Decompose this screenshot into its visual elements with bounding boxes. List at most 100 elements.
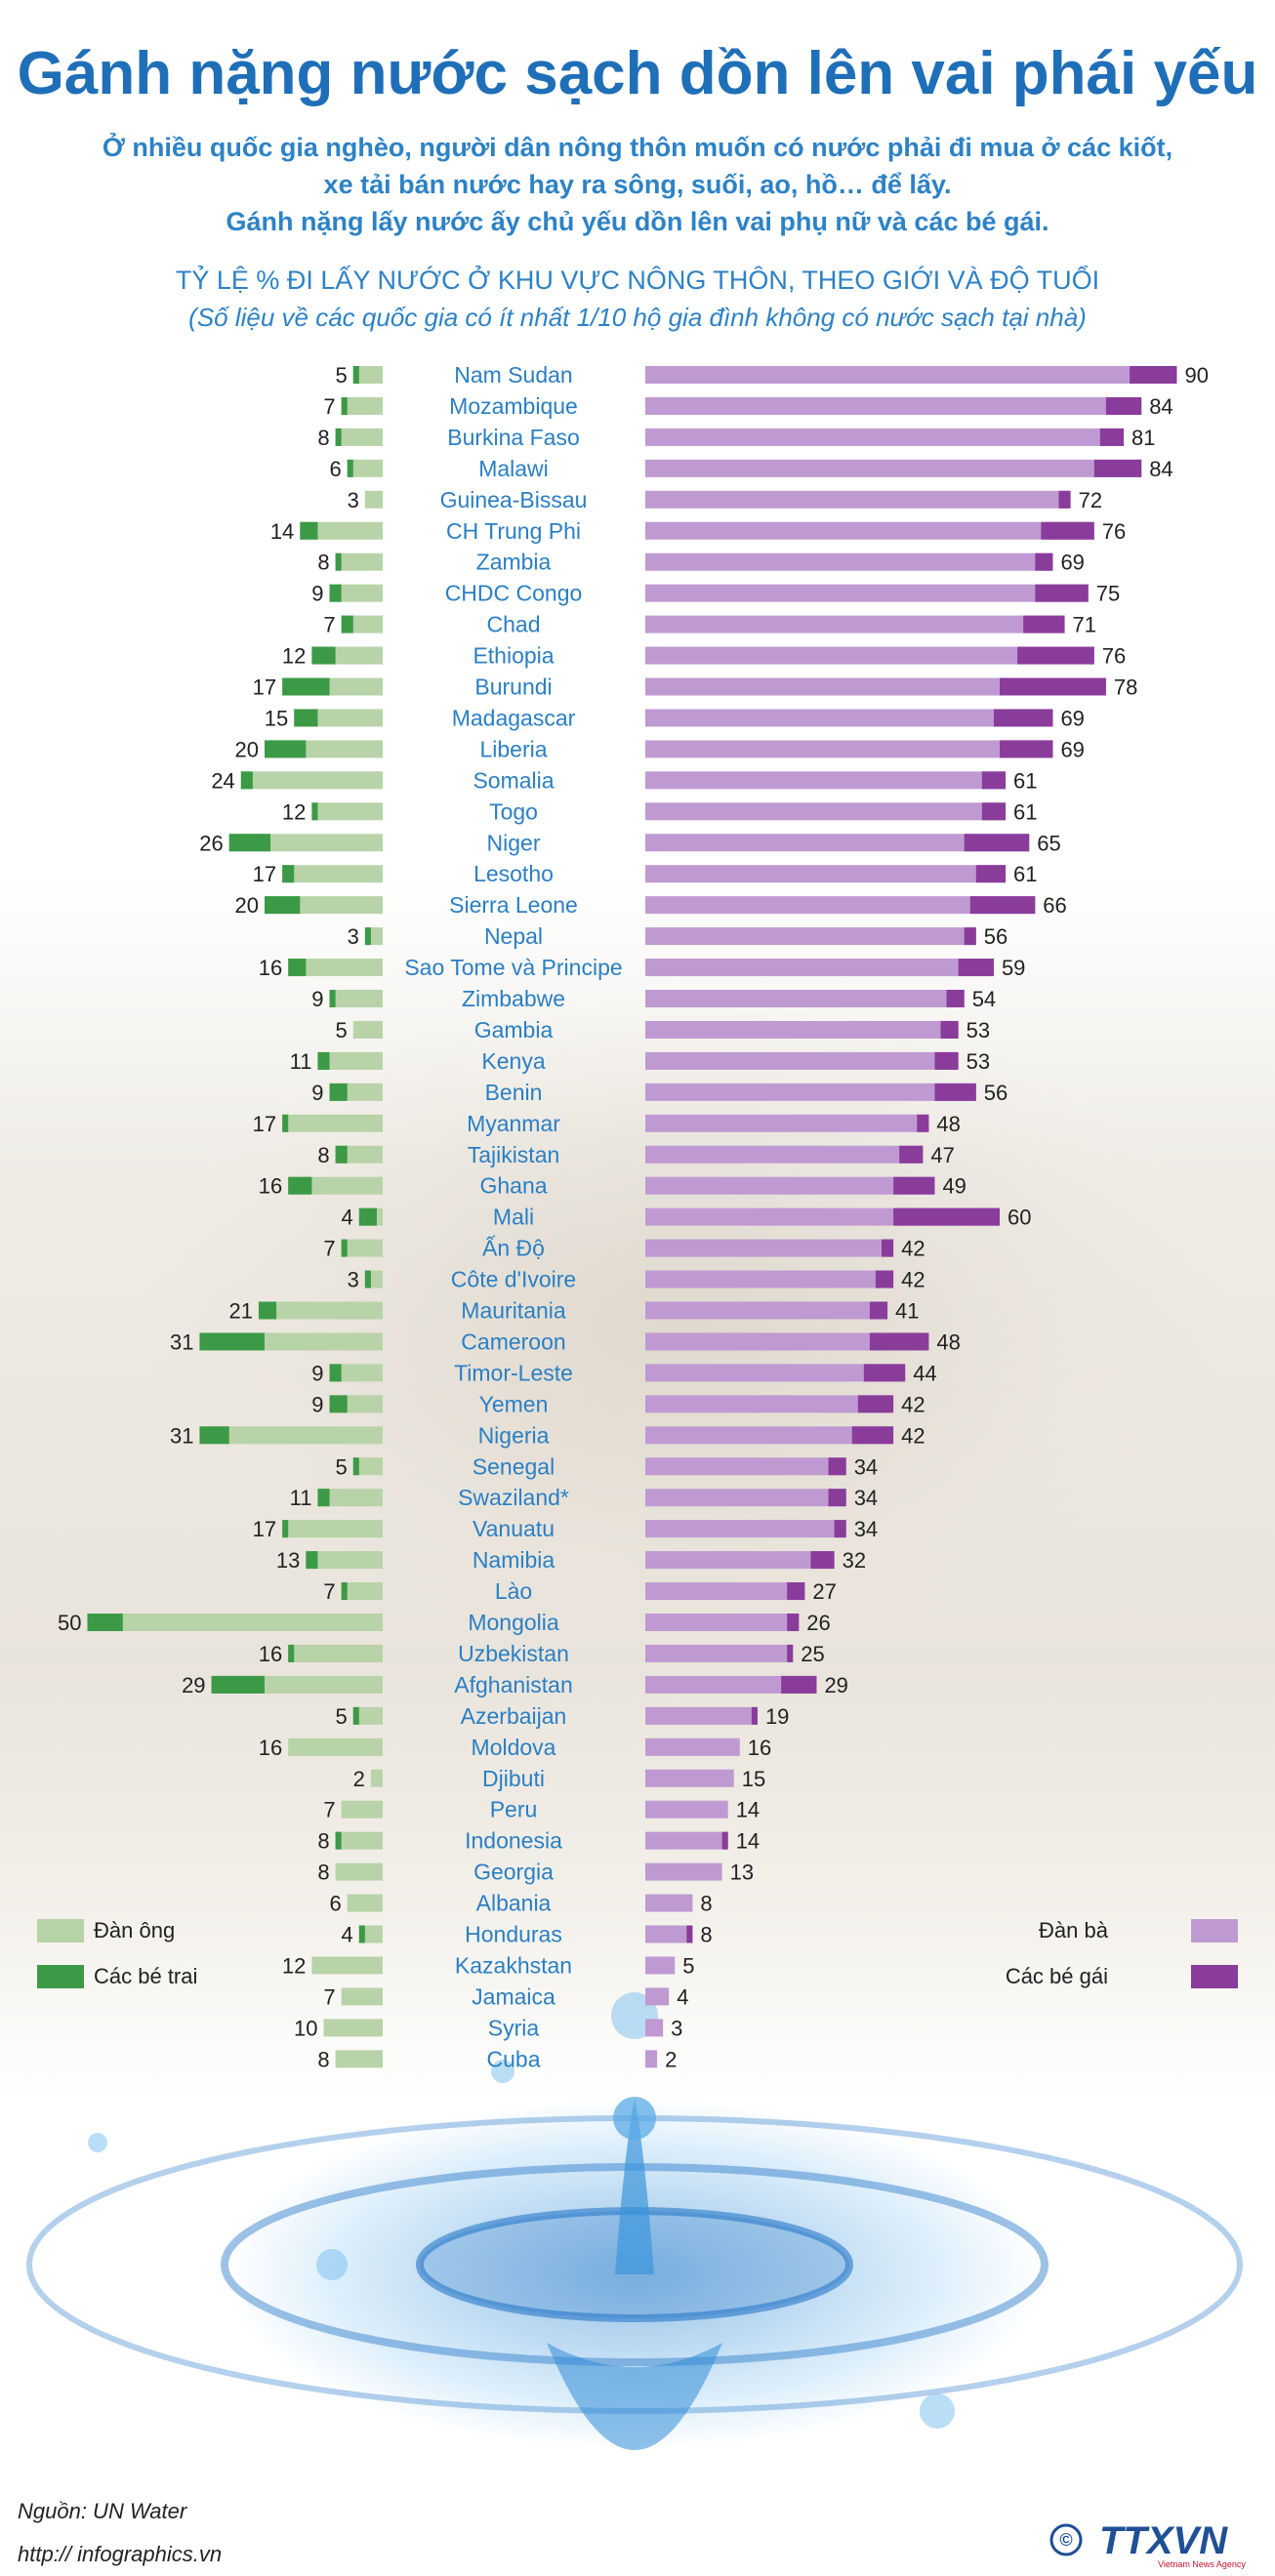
- bar-girls: [1099, 428, 1125, 446]
- bar-girls: [934, 1083, 976, 1101]
- bar-women: [645, 1114, 929, 1132]
- value-label-male: 50: [58, 1611, 81, 1635]
- bar-girls: [964, 834, 1030, 852]
- country-label: Côte d'Ivoire: [451, 1267, 576, 1292]
- bar-women: [645, 834, 1030, 852]
- bar-girls: [1093, 459, 1142, 477]
- bar-men: [306, 1551, 383, 1570]
- value-label-female: 13: [730, 1860, 754, 1885]
- value-label-female: 61: [1013, 799, 1037, 824]
- value-label-female: 61: [1013, 768, 1037, 793]
- value-label-female: 66: [1043, 893, 1066, 918]
- bar-men: [288, 1644, 383, 1662]
- legend-swatch-women: [1191, 1919, 1238, 1942]
- bar-boys: [317, 1489, 330, 1507]
- bar-boys: [288, 1176, 312, 1195]
- value-label-female: 3: [671, 2016, 682, 2040]
- bar-men: [282, 1520, 383, 1538]
- value-label-female: 42: [901, 1392, 925, 1416]
- bar-boys: [258, 1301, 277, 1320]
- bar-girls: [1130, 366, 1177, 384]
- value-label-male: 29: [182, 1673, 205, 1697]
- value-label-female: 72: [1079, 488, 1102, 512]
- bar-girls: [869, 1301, 888, 1320]
- bar-women: [645, 1176, 935, 1195]
- bar-women: [645, 740, 1053, 758]
- bar-women: [645, 1925, 693, 1943]
- value-label-male: 12: [282, 1953, 306, 1978]
- country-label: Mongolia: [468, 1610, 559, 1635]
- value-label-male: 17: [253, 1112, 276, 1136]
- country-label: Madagascar: [452, 705, 576, 730]
- bar-men: [258, 1301, 383, 1320]
- value-label-male: 2: [353, 1767, 365, 1791]
- value-label-female: 14: [736, 1798, 760, 1822]
- bar-women: [645, 1582, 805, 1601]
- bar-boys: [329, 1395, 348, 1413]
- source-url[interactable]: http:// infographics.vn: [18, 2542, 223, 2566]
- value-label-male: 8: [317, 1860, 329, 1885]
- value-label-female: 41: [895, 1299, 919, 1324]
- value-label-male: 3: [348, 488, 359, 512]
- legend-swatch-girls: [1191, 1965, 1238, 1988]
- chart-subtitle: TỶ LỆ % ĐI LẤY NƯỚC Ở KHU VỰC NÔNG THÔN,…: [175, 266, 1100, 295]
- legend-label-boys: Các bé trai: [94, 1964, 198, 1988]
- bar-women: [645, 1706, 758, 1725]
- country-label: Senegal: [473, 1453, 555, 1479]
- value-label-female: 84: [1149, 457, 1172, 481]
- bar-boys: [341, 1582, 348, 1601]
- value-label-male: 31: [170, 1423, 193, 1448]
- bar-girls: [863, 1364, 906, 1382]
- bar-boys: [282, 677, 330, 696]
- value-label-male: 3: [348, 1268, 359, 1292]
- country-label: Mali: [493, 1205, 534, 1230]
- value-label-female: 4: [677, 1984, 688, 2009]
- bar-girls: [1035, 584, 1089, 602]
- bar-men: [335, 2050, 383, 2068]
- bar-men: [335, 1862, 383, 1881]
- bar-women: [645, 2019, 664, 2037]
- bar-girls: [810, 1551, 835, 1570]
- bubble-2: [491, 2060, 514, 2083]
- bar-boys: [265, 896, 301, 915]
- bar-girls: [787, 1582, 805, 1601]
- country-label: CH Trung Phi: [446, 518, 581, 544]
- value-label-male: 24: [211, 768, 234, 793]
- country-label: Djibuti: [482, 1766, 545, 1791]
- bar-women: [645, 1020, 959, 1039]
- bar-girls: [1000, 677, 1106, 696]
- bar-girls: [828, 1457, 846, 1476]
- value-label-male: 5: [336, 1704, 348, 1729]
- value-label-male: 7: [323, 1579, 335, 1604]
- value-label-female: 25: [801, 1642, 824, 1666]
- value-label-male: 8: [317, 1829, 329, 1854]
- bar-boys: [306, 1551, 318, 1570]
- value-label-male: 16: [259, 1736, 282, 1760]
- legend-swatch-men: [37, 1919, 84, 1942]
- value-label-male: 4: [342, 1206, 353, 1230]
- bar-boys: [347, 459, 353, 477]
- value-label-female: 61: [1013, 862, 1037, 886]
- chart-note: (Số liệu về các quốc gia có ít nhất 1/10…: [188, 303, 1087, 332]
- copyright-symbol: ©: [1059, 2530, 1072, 2550]
- bar-girls: [751, 1706, 758, 1725]
- bar-men: [329, 990, 383, 1007]
- bar-women: [645, 1239, 894, 1257]
- value-label-female: 14: [736, 1829, 760, 1854]
- value-label-male: 14: [270, 519, 294, 544]
- bar-girls: [917, 1114, 929, 1132]
- bar-boys: [352, 1706, 359, 1725]
- value-label-female: 90: [1185, 363, 1209, 388]
- bar-boys: [199, 1426, 229, 1445]
- country-label: Somalia: [473, 767, 554, 793]
- country-label: Indonesia: [465, 1828, 562, 1854]
- water-drop-top: [613, 2097, 656, 2140]
- bar-boys: [288, 1644, 295, 1662]
- bar-women: [645, 552, 1053, 571]
- bar-women: [645, 709, 1053, 727]
- value-label-female: 16: [748, 1736, 771, 1760]
- country-label: Togo: [489, 798, 538, 824]
- bar-girls: [1041, 521, 1094, 540]
- bar-men: [199, 1426, 383, 1445]
- value-label-male: 16: [259, 956, 282, 980]
